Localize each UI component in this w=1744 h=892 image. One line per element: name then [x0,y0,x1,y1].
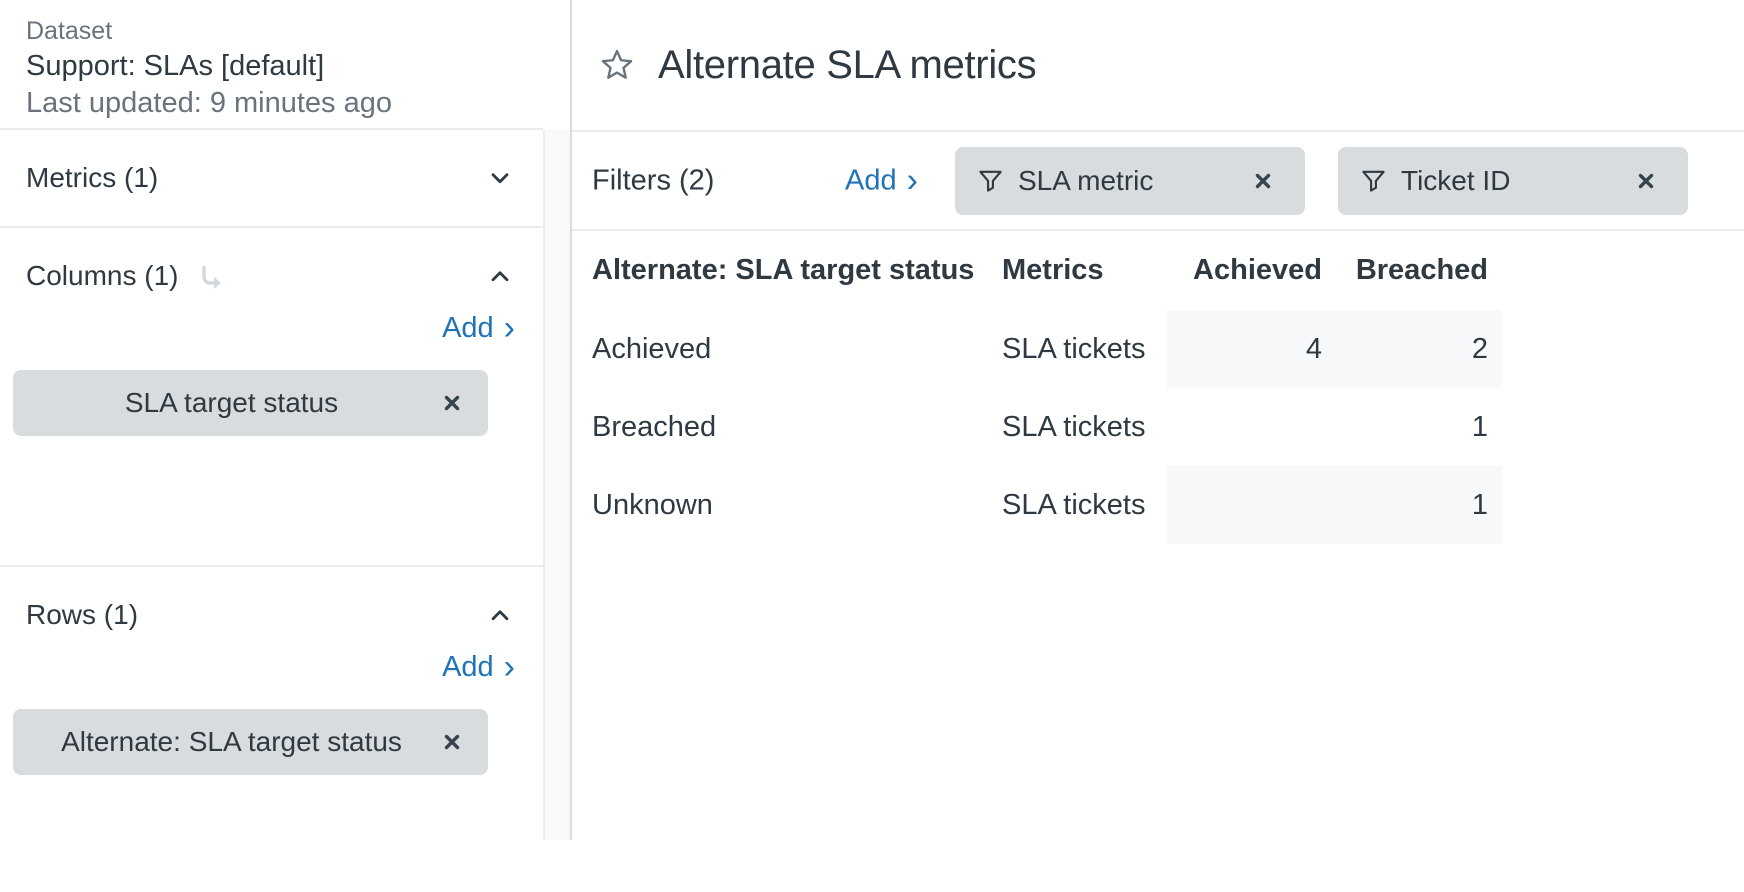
column-header-achieved[interactable]: Achieved [1167,254,1336,287]
columns-section-title-row: Columns (1) [26,260,226,292]
filter-chip-label: Ticket ID [1401,165,1510,197]
query-builder-sidebar: Dataset Support: SLAs [default] Last upd… [0,0,543,840]
filters-label: Filters (2) [592,164,714,197]
filter-funnel-icon [1360,167,1387,194]
metric-cell: SLA tickets [1002,333,1167,366]
add-filter-label: Add [845,164,897,197]
report-header: Alternate SLA metrics [572,0,1744,130]
rows-add-row: Add › [26,647,515,687]
remove-column-chip-button[interactable] [430,381,474,425]
columns-section-header: Columns (1) [26,254,515,298]
dataset-label: Dataset [26,14,523,48]
value-cell-breached: 1 [1336,388,1502,466]
columns-add-row: Add › [26,308,515,348]
favorite-star-icon[interactable] [598,46,636,84]
column-chip[interactable]: SLA target status [13,370,488,436]
rows-section-header: Rows (1) [26,593,515,637]
table-row: Breached SLA tickets 1 [572,388,1744,466]
panel-resize-gutter[interactable] [543,130,570,840]
filter-chip-ticket-id[interactable]: Ticket ID [1338,147,1688,215]
page-title: Alternate SLA metrics [658,43,1036,88]
row-chip[interactable]: Alternate: SLA target status [13,709,488,775]
add-row-label: Add [442,651,494,684]
remove-filter-button[interactable] [1241,159,1285,203]
value-cell-breached: 2 [1336,310,1502,388]
chevron-right-icon: › [504,314,515,342]
dataset-info: Dataset Support: SLAs [default] Last upd… [0,0,543,130]
metric-cell: SLA tickets [1002,411,1167,444]
results-table: Alternate: SLA target status Metrics Ach… [572,231,1744,544]
chevron-right-icon: › [907,167,918,195]
value-cell-achieved: 4 [1167,310,1336,388]
chevron-up-icon[interactable] [485,261,515,291]
column-header-row-attribute[interactable]: Alternate: SLA target status [572,254,1002,287]
row-chip-label: Alternate: SLA target status [33,726,430,758]
filter-chip-sla-metric[interactable]: SLA metric [955,147,1305,215]
chevron-up-icon[interactable] [485,600,515,630]
rows-section-title: Rows (1) [26,599,138,631]
value-cell-achieved [1167,388,1336,466]
add-column-link[interactable]: Add › [442,312,515,345]
add-row-link[interactable]: Add › [442,651,515,684]
filter-funnel-icon [977,167,1004,194]
sidebar-section-rows: Rows (1) Add › Alternate: SLA target sta… [0,593,543,892]
column-header-metrics[interactable]: Metrics [1002,254,1167,287]
column-chip-label: SLA target status [33,387,430,419]
value-cell-achieved [1167,466,1336,544]
add-column-label: Add [442,312,494,345]
remove-row-chip-button[interactable] [430,720,474,764]
filter-chip-label: SLA metric [1018,165,1153,197]
metrics-section-title: Metrics (1) [26,162,158,194]
columns-section-title: Columns (1) [26,260,178,292]
column-header-breached[interactable]: Breached [1336,254,1502,287]
metric-cell: SLA tickets [1002,489,1167,522]
table-row: Achieved SLA tickets 4 2 [572,310,1744,388]
sidebar-section-metrics: Metrics (1) [0,130,543,228]
chevron-right-icon: › [504,653,515,681]
row-label-cell: Breached [572,411,1002,444]
value-cell-breached: 1 [1336,466,1502,544]
filters-toolbar: Filters (2) Add › SLA metric Ticket ID [572,130,1744,231]
row-label-cell: Unknown [572,489,1002,522]
swap-axes-icon[interactable] [194,260,226,292]
chevron-down-icon[interactable] [485,163,515,193]
add-filter-link[interactable]: Add › [845,164,918,197]
dataset-last-updated: Last updated: 9 minutes ago [26,85,523,122]
table-row: Unknown SLA tickets 1 [572,466,1744,544]
report-panel: Alternate SLA metrics Filters (2) Add › … [572,0,1744,840]
remove-filter-button[interactable] [1624,159,1668,203]
row-label-cell: Achieved [572,333,1002,366]
sidebar-section-columns: Columns (1) Add › SLA target status [0,254,543,567]
dataset-name: Support: SLAs [default] [26,48,523,85]
table-header-row: Alternate: SLA target status Metrics Ach… [572,231,1744,310]
